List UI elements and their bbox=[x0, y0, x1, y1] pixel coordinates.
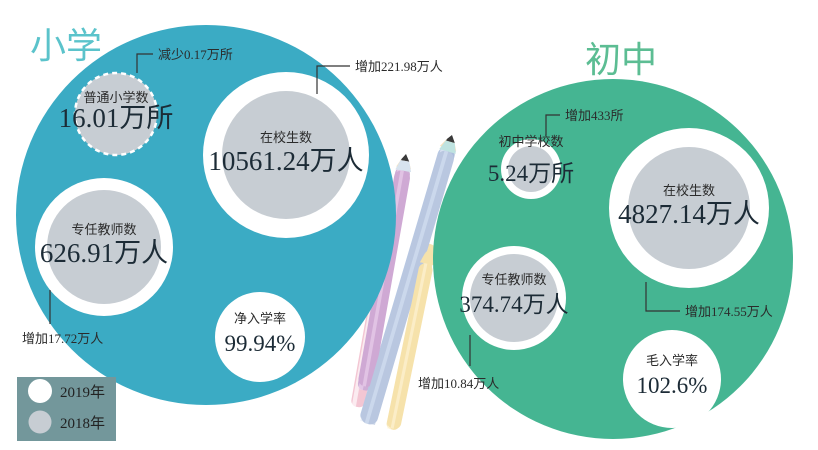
svg-text:增加221.98万人: 增加221.98万人 bbox=[355, 59, 443, 74]
svg-text:增加17.72万人: 增加17.72万人 bbox=[22, 331, 103, 346]
svg-text:增加10.84万人: 增加10.84万人 bbox=[418, 376, 499, 391]
svg-text:4827.14万人: 4827.14万人 bbox=[618, 199, 760, 229]
svg-text:专任教师数: 专任教师数 bbox=[71, 222, 136, 237]
svg-text:专任教师数: 专任教师数 bbox=[481, 272, 546, 287]
svg-text:16.01万所: 16.01万所 bbox=[59, 103, 174, 133]
svg-text:初中: 初中 bbox=[585, 40, 657, 80]
svg-text:增加433所: 增加433所 bbox=[565, 108, 624, 123]
svg-text:374.74万人: 374.74万人 bbox=[459, 292, 568, 317]
svg-text:初中学校数: 初中学校数 bbox=[498, 134, 563, 149]
svg-text:增加174.55万人: 增加174.55万人 bbox=[685, 304, 773, 319]
svg-text:10561.24万人: 10561.24万人 bbox=[208, 146, 363, 176]
svg-text:毛入学率: 毛入学率 bbox=[646, 353, 698, 368]
svg-text:净入学率: 净入学率 bbox=[234, 311, 286, 326]
svg-text:2018年: 2018年 bbox=[60, 415, 105, 432]
svg-text:小学: 小学 bbox=[30, 26, 102, 66]
svg-text:626.91万人: 626.91万人 bbox=[40, 238, 168, 268]
svg-text:102.6%: 102.6% bbox=[637, 373, 708, 398]
svg-text:在校生数: 在校生数 bbox=[663, 183, 715, 198]
svg-text:在校生数: 在校生数 bbox=[260, 130, 312, 145]
svg-text:2019年: 2019年 bbox=[60, 384, 105, 401]
svg-text:5.24万所: 5.24万所 bbox=[488, 161, 574, 186]
svg-text:减少0.17万所: 减少0.17万所 bbox=[158, 47, 233, 62]
svg-text:99.94%: 99.94% bbox=[225, 331, 296, 356]
